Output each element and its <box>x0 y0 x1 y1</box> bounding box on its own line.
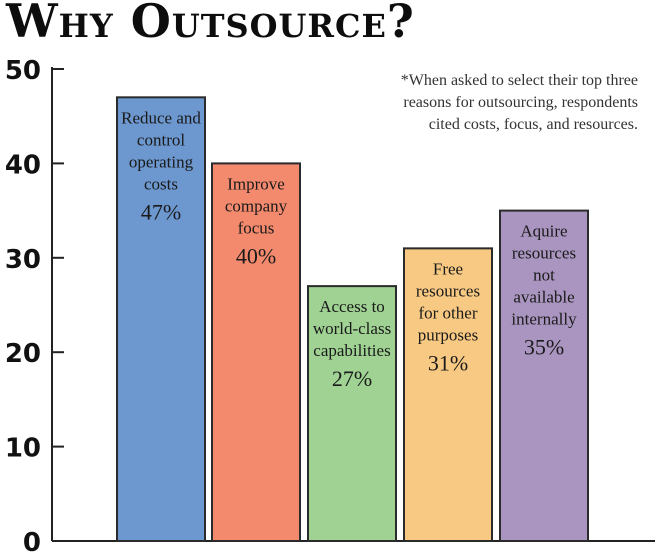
bar-category-label: company <box>225 196 288 215</box>
bar-category-label: Improve <box>227 174 285 193</box>
bar-category-label: Aquire <box>520 222 567 241</box>
chart-title: Why Outsource? <box>6 0 415 48</box>
bar-value-label: 47% <box>141 199 181 224</box>
y-tick-label: 50 <box>5 56 41 86</box>
bar-category-label: world-class <box>313 319 391 338</box>
bar <box>116 96 206 542</box>
chart-note: *When asked to select their top three re… <box>400 72 638 133</box>
bar-category-label: internally <box>511 310 577 329</box>
bar-category-label: costs <box>144 174 178 193</box>
bar-value-label: 27% <box>332 366 372 391</box>
bar-category-label: control <box>137 130 185 149</box>
bar-layer: Reduce and control operating costs 47% Improv… <box>116 96 589 543</box>
bar-category-label: Access to <box>319 297 385 316</box>
bar-category-label: capabilities <box>313 341 390 360</box>
bar <box>307 285 397 542</box>
bar-value-label: 40% <box>236 243 276 268</box>
bar-value-label: 35% <box>524 335 564 360</box>
y-tick-label: 10 <box>5 434 41 464</box>
bar-category-label: not <box>533 266 555 285</box>
y-tick-label: 30 <box>5 245 41 275</box>
bar-category-label: for other <box>418 303 477 322</box>
bar-category-label: operating <box>129 152 194 171</box>
bar-value-label: 31% <box>428 350 468 375</box>
y-tick-label: 20 <box>5 339 41 369</box>
bar-category-label: purposes <box>418 325 478 344</box>
y-tick-label: 0 <box>23 528 41 557</box>
bar <box>211 162 301 542</box>
bar <box>499 209 589 542</box>
bar-category-label: Free <box>433 259 463 278</box>
bar-category-label: resources <box>416 281 480 300</box>
bar-category-label: resources <box>512 244 576 263</box>
bar-category-label: available <box>513 288 574 307</box>
bar <box>403 247 493 543</box>
bar-category-label: focus <box>238 218 275 237</box>
y-tick-label: 40 <box>5 150 41 180</box>
bar-category-label: Reduce and <box>121 108 201 127</box>
